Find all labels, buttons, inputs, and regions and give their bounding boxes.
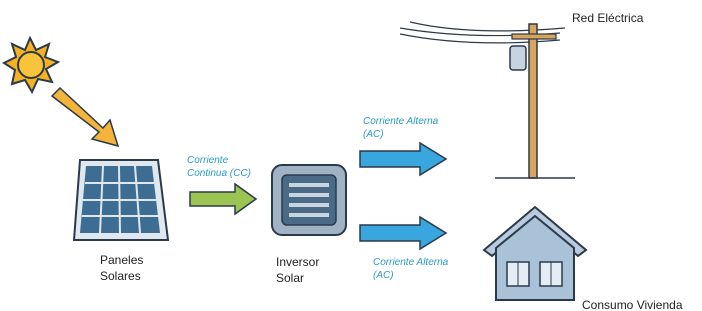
flow-label: Corriente Alterna (AC) xyxy=(373,257,449,281)
label-line: Solares xyxy=(100,269,141,283)
flow-label: Corriente Continua (CC) xyxy=(187,155,251,179)
label-line: Corriente Alterna xyxy=(363,116,439,127)
label-line: Corriente Alterna xyxy=(373,257,449,268)
label-line: Continua (CC) xyxy=(187,168,251,179)
inverter-icon xyxy=(272,165,346,235)
label-line: Red Eléctrica xyxy=(572,11,644,25)
sun-arrow xyxy=(52,88,118,146)
ac-arrow xyxy=(360,217,446,249)
diagram: Paneles Solares Corriente Continua (CC) In… xyxy=(0,0,702,311)
node-label: Consumo Vivienda xyxy=(582,298,683,311)
flow-label: Corriente Alterna (AC) xyxy=(363,116,439,140)
ac-arrow xyxy=(360,143,446,175)
node-label: Paneles Solares xyxy=(100,253,143,283)
dc-arrow xyxy=(190,184,256,214)
label-line: (AC) xyxy=(373,270,394,281)
label-line: (AC) xyxy=(363,129,384,140)
node-label: Red Eléctrica xyxy=(572,11,644,25)
label-line: Inversor xyxy=(276,255,319,269)
label-line: Consumo Vivienda xyxy=(582,298,683,311)
label-line: Paneles xyxy=(100,253,143,267)
solar-panel-icon xyxy=(74,160,168,240)
sun-icon xyxy=(4,38,58,92)
node-label: Inversor Solar xyxy=(276,255,319,285)
label-line: Corriente xyxy=(187,155,229,166)
label-line: Solar xyxy=(276,271,304,285)
house-icon xyxy=(484,207,586,300)
